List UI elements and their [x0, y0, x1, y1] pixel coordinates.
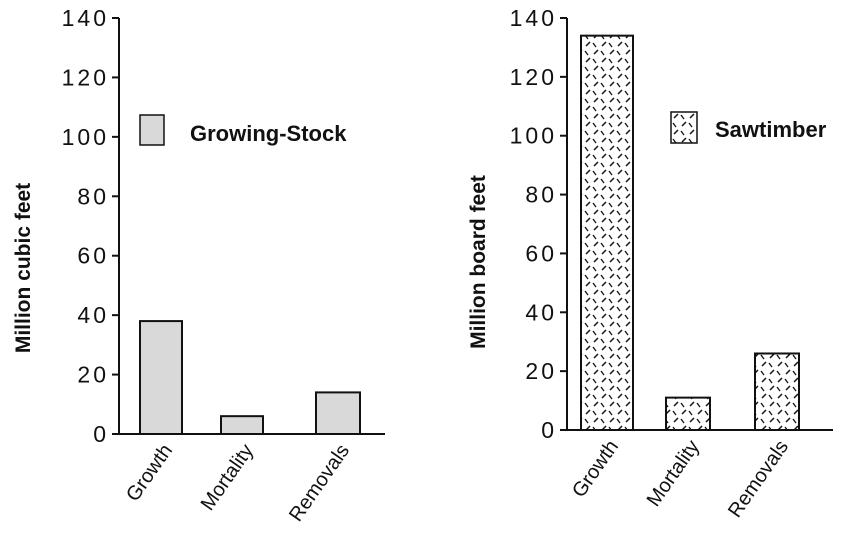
y-axis-title: Million board feet: [467, 175, 490, 349]
legend-label-growing-stock: Growing-Stock: [190, 121, 347, 146]
bar-mortality: [665, 396, 711, 431]
sawtimber-chart: Million board feet 0 20 40 60 80 100 120 140 Gr…: [467, 5, 833, 522]
category-label: Mortality: [643, 436, 704, 511]
y-tick-label: 120: [62, 64, 109, 90]
bars: [139, 320, 361, 436]
category-label: Growth: [568, 436, 623, 501]
y-tick-label: 60: [77, 243, 109, 269]
y-tick-label: 20: [525, 358, 557, 384]
category-label: Removals: [285, 440, 354, 525]
y-tick-label: 20: [77, 362, 109, 388]
y-tick-label: 140: [62, 5, 109, 31]
y-tick-label: 40: [525, 299, 557, 325]
y-tick-label: 100: [510, 123, 557, 149]
y-tick-label: 0: [541, 417, 557, 443]
y-tick-label: 120: [510, 64, 557, 90]
growing-stock-chart: Million cubic feet 0 20 40 60 80 100 120 140 Gr…: [12, 5, 385, 526]
bar-growth: [580, 34, 634, 432]
category-labels: Growth Mortality Removals: [568, 436, 793, 521]
legend-swatch-sawtimber: [670, 111, 698, 144]
bars: [580, 34, 800, 432]
category-label: Mortality: [197, 440, 258, 515]
y-tick-label: 40: [77, 302, 109, 328]
y-tick-label: 80: [525, 182, 557, 208]
y-ticks: 0 20 40 60 80 100 120 140: [510, 5, 567, 443]
bar-mortality: [220, 415, 264, 435]
y-ticks: 0 20 40 60 80 100 120 140: [62, 5, 119, 447]
y-tick-label: 100: [62, 124, 109, 150]
category-labels: Growth Mortality Removals: [122, 440, 354, 525]
category-label: Removals: [724, 436, 793, 521]
bar-growth: [139, 320, 183, 436]
y-tick-label: 140: [510, 5, 557, 31]
legend-swatch-growing-stock: [139, 114, 165, 146]
y-tick-label: 60: [525, 240, 557, 266]
bar-removals: [315, 391, 361, 435]
y-tick-label: 80: [77, 183, 109, 209]
y-axis-title: Million cubic feet: [12, 183, 35, 353]
category-label: Growth: [122, 440, 177, 505]
bar-removals: [754, 352, 800, 431]
y-tick-label: 0: [93, 421, 109, 447]
legend-label-sawtimber: Sawtimber: [715, 117, 827, 142]
